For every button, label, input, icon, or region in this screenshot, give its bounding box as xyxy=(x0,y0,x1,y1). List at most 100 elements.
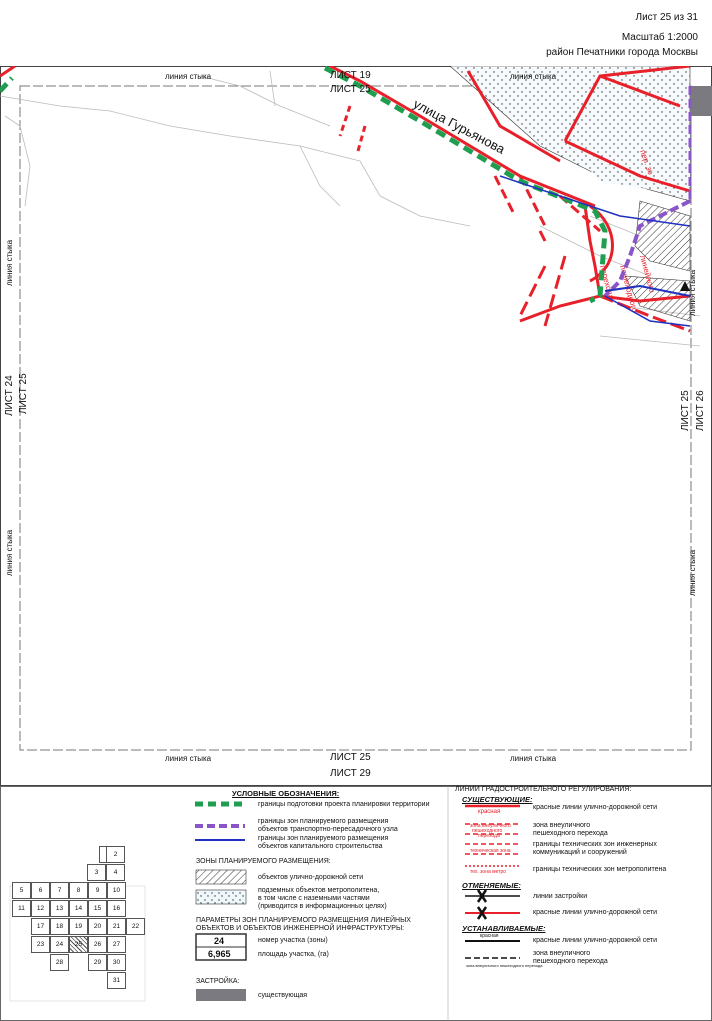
sheet-cell[interactable]: 16 xyxy=(107,900,126,917)
legend-project-boundary: границы подготовки проекта планировки те… xyxy=(258,801,430,808)
sheet-cell[interactable]: 12 xyxy=(31,900,50,917)
junction-label-bottom-left: линия стыка xyxy=(165,754,212,763)
capital-boundary xyxy=(499,175,691,227)
legend-metro-tech: границы технических зон метрополитена xyxy=(533,866,667,873)
project-boundary-left xyxy=(0,76,14,93)
legend-build-title: ЗАСТРОЙКА: xyxy=(196,978,240,985)
legend-metro-sample: тех. зона метро xyxy=(470,869,507,875)
sheet-left-inner: ЛИСТ 25 xyxy=(18,373,29,414)
sheet-top-outer: ЛИСТ 19 xyxy=(330,70,371,81)
sheet-cell[interactable]: 6 xyxy=(31,882,50,899)
legend-cancel-red: красные линии улично-дорожной сети xyxy=(533,909,658,916)
junction-label-bottom-right: линия стыка xyxy=(510,754,557,763)
legend-build-line: линии застройки xyxy=(533,893,588,900)
junction-label-top-right: линия стыка xyxy=(510,72,557,81)
sheet-cell[interactable]: 29 xyxy=(88,954,107,971)
sheet-cell[interactable]: 28 xyxy=(50,954,69,971)
junction-label-right-1: линия стыка xyxy=(688,269,697,316)
sheet-header: Лист 25 из 31 Масштаб 1:2000 район Печат… xyxy=(0,0,712,66)
sheet-cell[interactable]: 22 xyxy=(126,918,145,935)
legend-install-red: красные линии улично-дорожной сети xyxy=(533,937,658,944)
sheet-cell[interactable]: 5 xyxy=(12,882,31,899)
legend-ped-sample-3: перехода xyxy=(478,833,500,839)
sheet-left-outer: ЛИСТ 24 xyxy=(4,375,15,416)
legend-zone-road: объектов улично-дорожной сети xyxy=(258,874,364,881)
legend-capital-1: границы зон планируемого размещения xyxy=(258,835,389,842)
project-boundary xyxy=(323,66,608,304)
legend-ped-zone-1: зона внеуличного xyxy=(533,822,591,829)
sheet-cell[interactable]: 20 xyxy=(88,918,107,935)
legend-zone-metro-2: в том числе с наземными частями xyxy=(258,895,370,902)
sheet-cell[interactable]: 14 xyxy=(69,900,88,917)
sheet-cell[interactable]: 30 xyxy=(107,954,126,971)
sheet-right-outer: ЛИСТ 26 xyxy=(695,390,706,431)
sheet-cell[interactable]: 24 xyxy=(50,936,69,953)
sheet-cell[interactable]: 2 xyxy=(106,846,125,863)
legend-tech-sample: техническая зона xyxy=(470,848,511,854)
sheet-cell[interactable]: 21 xyxy=(107,918,126,935)
map-area[interactable]: пер. зо линейного пешеходного перехода л… xyxy=(0,66,712,786)
sheet-cell[interactable]: 19 xyxy=(69,918,88,935)
legend-params-title-1: ПАРАМЕТРЫ ЗОН ПЛАНИРУЕМОГО РАЗМЕЩЕНИЯ ЛИ… xyxy=(196,917,411,924)
sheet-cell[interactable]: 9 xyxy=(88,882,107,899)
legend-tech-zone-2: коммуникаций и сооружений xyxy=(533,849,627,856)
junction-label-left-1: линия стыка xyxy=(5,239,14,286)
sheet-cell[interactable]: 13 xyxy=(50,900,69,917)
sheet-cell[interactable]: 4 xyxy=(106,864,125,881)
sheet-number: Лист 25 из 31 xyxy=(635,12,698,23)
red-lines xyxy=(0,66,691,333)
sheet-right-inner: ЛИСТ 25 xyxy=(680,390,691,431)
legend-param-number: 24 xyxy=(214,936,225,946)
legend-ped-sample-1: зона внеуличного xyxy=(470,823,511,829)
legend-title: УСЛОВНЫЕ ОБОЗНАЧЕНИЯ: xyxy=(232,789,340,798)
sheet-cell[interactable]: 11 xyxy=(12,900,31,917)
metro-zone-part xyxy=(568,126,690,196)
sheet-cell[interactable]: 7 xyxy=(50,882,69,899)
legend-ped-sample-2: пешеходного xyxy=(472,828,503,834)
tpu-boundary xyxy=(603,199,691,298)
legend-tech-zone-1: границы технических зон инженерных xyxy=(533,841,657,848)
legend-regulation-title: ЛИНИИ ГРАДОСТРОИТЕЛЬНОГО РЕГУЛИРОВАНИЯ: xyxy=(455,786,632,793)
sheet-cell[interactable]: 3 xyxy=(87,864,106,881)
legend-params-title-2: ОБЪЕКТОВ И ОБЪЕКТОВ ИНЖЕНЕРНОЙ ИНФРАСТРУ… xyxy=(196,925,405,932)
legend-red-sample: красная xyxy=(478,809,501,815)
map-scale: Масштаб 1:2000 xyxy=(621,32,698,43)
sheet-cell[interactable]: 27 xyxy=(107,936,126,953)
sheet-cell[interactable]: 31 xyxy=(107,972,126,989)
sheet-cell[interactable]: 15 xyxy=(88,900,107,917)
legend-build-existing: существующая xyxy=(258,992,308,999)
sheet-cell[interactable]: 26 xyxy=(88,936,107,953)
sheet-bottom-inner: ЛИСТ 25 xyxy=(330,752,371,763)
map-canvas: пер. зо линейного пешеходного перехода xyxy=(0,66,712,786)
sheet-cell[interactable]: 8 xyxy=(69,882,88,899)
legend-cancel-title: ОТМЕНЯЕМЫЕ: xyxy=(462,881,521,890)
legend-existing-title: СУЩЕСТВУЮЩИЕ: xyxy=(462,795,533,804)
legend-param-number-label: номер участка (зоны) xyxy=(258,937,328,944)
junction-label-top-left: линия стыка xyxy=(165,72,212,81)
sheet-cell-current[interactable]: 25 xyxy=(69,936,88,953)
legend-install-ped-1: зона внеуличного xyxy=(533,950,591,957)
sheet-cell[interactable]: 10 xyxy=(107,882,126,899)
legend-tpu-1: границы зон планируемого размещения xyxy=(258,818,389,825)
legend-capital-2: объектов капитального строительства xyxy=(258,843,383,850)
junction-label-right-2: линия стыка xyxy=(688,549,697,596)
sheet-index-map: 1 2 3 4 5 6 7 8 9 10 11 12 13 14 15 16 1… xyxy=(0,786,180,1021)
sheet-cell[interactable]: 17 xyxy=(31,918,50,935)
legend-install-ped-sample: зона внеуличного пешеходного перехода xyxy=(466,963,543,968)
sheet-top-inner: ЛИСТ 25 xyxy=(330,84,371,95)
junction-frame xyxy=(19,85,692,751)
legend-panel: УСЛОВНЫЕ ОБОЗНАЧЕНИЯ: границы подготовки… xyxy=(0,786,712,1021)
sheet-cell[interactable]: 23 xyxy=(31,936,50,953)
survey-marker xyxy=(680,281,690,291)
sheet-bottom-outer: ЛИСТ 29 xyxy=(330,768,371,779)
legend-zones-title: ЗОНЫ ПЛАНИРУЕМОГО РАЗМЕЩЕНИЯ: xyxy=(196,858,331,865)
legend-ped-zone-2: пешеходного перехода xyxy=(533,830,608,837)
district-name: район Печатники города Москвы xyxy=(546,47,698,58)
legend-install-title: УСТАНАВЛИВАЕМЫЕ: xyxy=(462,924,546,933)
legend-param-area: 6,965 xyxy=(208,949,231,959)
legend-red-lines: красные линии улично-дорожной сети xyxy=(533,804,658,811)
sheet-cell[interactable]: 18 xyxy=(50,918,69,935)
legend-zone-metro-3: (приводится в информационных целях) xyxy=(258,903,387,910)
legend-zone-metro-1: подземных объектов метрополитена, xyxy=(258,887,380,894)
legend-install-ped-2: пешеходного перехода xyxy=(533,958,608,965)
